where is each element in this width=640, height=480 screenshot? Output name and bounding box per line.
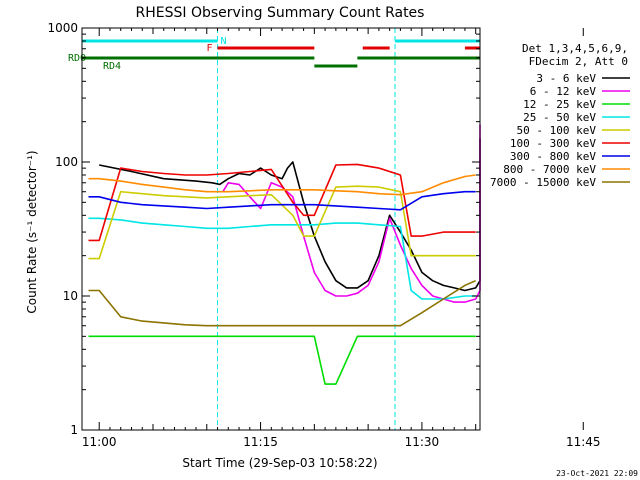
series-line-0 [99,138,481,292]
plot-area: NF RD0 RD4 1 10 100 1000 11:00 11:15 11:30 11:45 12… [47,21,601,449]
y-tick-label-2: 100 [55,155,78,169]
legend-label-5: 100 - 300 keV [510,137,596,150]
flare-flag-label: F [207,43,213,54]
series-line-2 [88,335,476,385]
chart-title: RHESSI Observing Summary Count Rates [136,5,425,21]
series-line-3 [88,217,476,300]
series-line-4 [88,185,476,260]
night-flag-label: N [221,36,227,47]
legend-header-2: FDecim 2, Att 0 [529,55,628,68]
series-line-6 [88,190,476,211]
rd0-flag-label: RD0 [68,53,86,64]
x-tick-label-3: 11:45 [566,435,601,449]
y-tick-label-1: 10 [63,289,78,303]
x-tick-label-2: 11:30 [405,435,440,449]
y-axis-label: Count Rate (s⁻¹ detector⁻¹) [25,150,39,313]
x-tick-label-1: 11:15 [243,435,278,449]
x-axis-label: Start Time (29-Sep-03 10:58:22) [182,456,377,470]
y-tick-label-0: 1 [70,423,78,437]
legend-label-0: 3 - 6 keV [536,72,596,85]
legend-label-7: 800 - 7000 keV [503,163,596,176]
legend-label-1: 6 - 12 keV [530,85,597,98]
timestamp: 23-Oct-2021 22:09 [556,469,638,478]
series-line-1 [222,124,481,303]
legend-header-1: Det 1,3,4,5,6,9, [522,42,628,55]
legend-label-6: 300 - 800 keV [510,150,596,163]
series-line-5 [88,163,476,242]
series-line-8 [88,279,477,327]
legend-label-8: 7000 - 15000 keV [490,176,596,189]
legend-label-4: 50 - 100 keV [517,124,597,137]
rd4-flag-label: RD4 [103,61,121,72]
legend-label-2: 12 - 25 keV [523,98,596,111]
axes-frame [81,27,481,431]
legend-label-3: 25 - 50 keV [523,111,596,124]
series-line-7 [88,174,476,196]
x-tick-label-0: 11:00 [82,435,117,449]
y-tick-label-3: 1000 [47,21,78,35]
